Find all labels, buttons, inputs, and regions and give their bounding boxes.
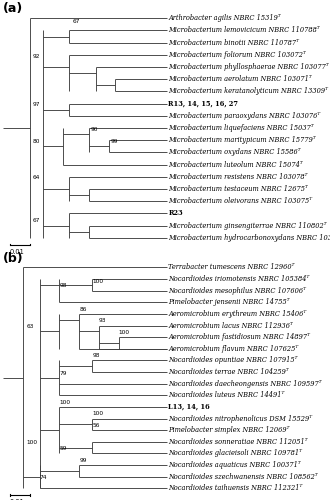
Text: Aeromicrobium erythreum NBRC 15406ᵀ: Aeromicrobium erythreum NBRC 15406ᵀ [168, 310, 307, 318]
Text: 99: 99 [111, 139, 118, 144]
Text: Nocardioides opuntiae NBRC 107915ᵀ: Nocardioides opuntiae NBRC 107915ᵀ [168, 356, 298, 364]
Text: Microbacterium hydrocarbonoxydans NBRC 103074ᵀ: Microbacterium hydrocarbonoxydans NBRC 1… [168, 234, 330, 242]
Text: Nocardioides luteus NBRC 14491ᵀ: Nocardioides luteus NBRC 14491ᵀ [168, 392, 284, 400]
Text: 56: 56 [92, 423, 100, 428]
Text: Aeromicrobium flavum NBRC 107625ᵀ: Aeromicrobium flavum NBRC 107625ᵀ [168, 345, 298, 353]
Text: 59: 59 [59, 446, 67, 451]
Text: Nocardioides mesophilus NBRC 107606ᵀ: Nocardioides mesophilus NBRC 107606ᵀ [168, 286, 306, 294]
Text: Nocardioides sonneratiae NBRC 112051ᵀ: Nocardioides sonneratiae NBRC 112051ᵀ [168, 438, 308, 446]
Text: 63: 63 [26, 324, 34, 329]
Text: 80: 80 [33, 139, 41, 144]
Text: R13, 14, 15, 16, 27: R13, 14, 15, 16, 27 [168, 100, 238, 108]
Text: Pimelobacter simplex NBRC 12069ᵀ: Pimelobacter simplex NBRC 12069ᵀ [168, 426, 290, 434]
Text: Nocardioides daecheongensis NBRC 109597ᵀ: Nocardioides daecheongensis NBRC 109597ᵀ [168, 380, 322, 388]
Text: Microbacterium phyllosphaerae NBRC 103077ᵀ: Microbacterium phyllosphaerae NBRC 10307… [168, 63, 329, 71]
Text: 100: 100 [59, 400, 71, 404]
Text: 98: 98 [59, 284, 67, 288]
Text: 93: 93 [99, 318, 107, 324]
Text: Arthrobacter agilis NBRC 15319ᵀ: Arthrobacter agilis NBRC 15319ᵀ [168, 14, 281, 22]
Text: Microbacterium luteolum NBRC 15074ᵀ: Microbacterium luteolum NBRC 15074ᵀ [168, 160, 303, 168]
Text: 97: 97 [33, 102, 41, 108]
Text: Microbacterium binotii NBRC 110787ᵀ: Microbacterium binotii NBRC 110787ᵀ [168, 38, 299, 46]
Text: 99: 99 [79, 458, 87, 463]
Text: (b): (b) [3, 252, 24, 266]
Text: Nocardioides taihuensis NBRC 112321ᵀ: Nocardioides taihuensis NBRC 112321ᵀ [168, 484, 303, 492]
Text: 64: 64 [33, 176, 40, 180]
Text: Pimelobacter jensenii NBRC 14755ᵀ: Pimelobacter jensenii NBRC 14755ᵀ [168, 298, 290, 306]
Text: Microbacterium keratanolyticum NBRC 13309ᵀ: Microbacterium keratanolyticum NBRC 1330… [168, 88, 328, 96]
Text: R23: R23 [168, 210, 183, 218]
Text: Microbacterium lemovicicum NBRC 110788ᵀ: Microbacterium lemovicicum NBRC 110788ᵀ [168, 26, 320, 34]
Text: Terrabacter tumescens NBRC 12960ᵀ: Terrabacter tumescens NBRC 12960ᵀ [168, 264, 295, 272]
Text: 90: 90 [91, 126, 98, 132]
Text: 67: 67 [73, 19, 80, 24]
Text: 100: 100 [119, 330, 130, 335]
Text: 92: 92 [33, 54, 41, 59]
Text: 100: 100 [92, 280, 104, 284]
Text: Microbacterium aerolatum NBRC 103071ᵀ: Microbacterium aerolatum NBRC 103071ᵀ [168, 76, 312, 84]
Text: Microbacterium paraoxydans NBRC 103076ᵀ: Microbacterium paraoxydans NBRC 103076ᵀ [168, 112, 320, 120]
Text: Microbacterium foliorum NBRC 103072ᵀ: Microbacterium foliorum NBRC 103072ᵀ [168, 51, 306, 59]
Text: Nocardioides terrae NBRC 104259ᵀ: Nocardioides terrae NBRC 104259ᵀ [168, 368, 289, 376]
Text: Nocardioides iriomotensis NBRC 105384ᵀ: Nocardioides iriomotensis NBRC 105384ᵀ [168, 275, 310, 283]
Text: 98: 98 [92, 353, 100, 358]
Text: Microbacterium maritypicum NBRC 15779ᵀ: Microbacterium maritypicum NBRC 15779ᵀ [168, 136, 316, 144]
Text: Microbacterium oleivorans NBRC 103075ᵀ: Microbacterium oleivorans NBRC 103075ᵀ [168, 197, 312, 205]
Text: 74: 74 [40, 475, 47, 480]
Text: 100: 100 [26, 440, 38, 446]
Text: 86: 86 [79, 306, 86, 312]
Text: 67: 67 [33, 218, 40, 223]
Text: L13, 14, 16: L13, 14, 16 [168, 403, 210, 411]
Text: Nocardioides glacieisoli NBRC 109781ᵀ: Nocardioides glacieisoli NBRC 109781ᵀ [168, 450, 302, 458]
Text: Nocardioides szechwanensis NBRC 108562ᵀ: Nocardioides szechwanensis NBRC 108562ᵀ [168, 472, 318, 480]
Text: Microbacterium resistens NBRC 103078ᵀ: Microbacterium resistens NBRC 103078ᵀ [168, 173, 308, 181]
Text: 0.01: 0.01 [10, 249, 25, 255]
Text: 79: 79 [59, 370, 67, 376]
Text: Microbacterium ginsengiterrae NBRC 110802ᵀ: Microbacterium ginsengiterrae NBRC 11080… [168, 222, 327, 230]
Text: Microbacterium oxydans NBRC 15586ᵀ: Microbacterium oxydans NBRC 15586ᵀ [168, 148, 301, 156]
Text: (a): (a) [3, 2, 23, 16]
Text: Microbacterium liquefaciens NBRC 15037ᵀ: Microbacterium liquefaciens NBRC 15037ᵀ [168, 124, 314, 132]
Text: Microbacterium testaceum NBRC 12675ᵀ: Microbacterium testaceum NBRC 12675ᵀ [168, 185, 308, 193]
Text: Aeromicrobium lacus NBRC 112936ᵀ: Aeromicrobium lacus NBRC 112936ᵀ [168, 322, 293, 330]
Text: Aeromicrobium fastidiosum NBRC 14897ᵀ: Aeromicrobium fastidiosum NBRC 14897ᵀ [168, 333, 310, 341]
Text: Nocardioides nitrophenolicus DSM 15529ᵀ: Nocardioides nitrophenolicus DSM 15529ᵀ [168, 414, 312, 422]
Text: 100: 100 [92, 412, 104, 416]
Text: Nocardioides aquaticus NBRC 100371ᵀ: Nocardioides aquaticus NBRC 100371ᵀ [168, 461, 301, 469]
